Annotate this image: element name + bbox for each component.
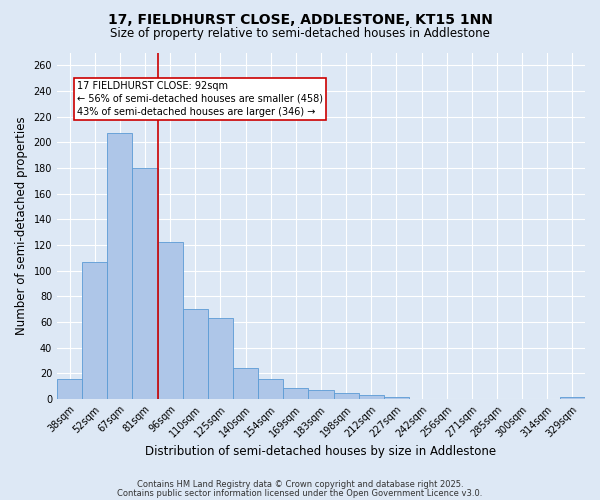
Bar xyxy=(158,242,183,399)
Text: 17, FIELDHURST CLOSE, ADDLESTONE, KT15 1NN: 17, FIELDHURST CLOSE, ADDLESTONE, KT15 1… xyxy=(107,12,493,26)
Text: Size of property relative to semi-detached houses in Addlestone: Size of property relative to semi-detach… xyxy=(110,28,490,40)
Bar xyxy=(133,168,158,399)
Bar xyxy=(359,395,384,399)
Bar xyxy=(258,378,283,399)
Bar xyxy=(57,378,82,399)
Bar xyxy=(308,390,334,399)
Bar xyxy=(208,318,233,399)
Bar xyxy=(283,388,308,399)
X-axis label: Distribution of semi-detached houses by size in Addlestone: Distribution of semi-detached houses by … xyxy=(145,444,497,458)
Bar xyxy=(334,392,359,399)
Text: 17 FIELDHURST CLOSE: 92sqm
← 56% of semi-detached houses are smaller (458)
43% o: 17 FIELDHURST CLOSE: 92sqm ← 56% of semi… xyxy=(77,80,323,117)
Text: Contains public sector information licensed under the Open Government Licence v3: Contains public sector information licen… xyxy=(118,488,482,498)
Bar xyxy=(233,368,258,399)
Y-axis label: Number of semi-detached properties: Number of semi-detached properties xyxy=(15,116,28,335)
Bar xyxy=(107,134,133,399)
Text: Contains HM Land Registry data © Crown copyright and database right 2025.: Contains HM Land Registry data © Crown c… xyxy=(137,480,463,489)
Bar xyxy=(384,396,409,399)
Bar xyxy=(183,309,208,399)
Bar xyxy=(82,262,107,399)
Bar xyxy=(560,396,585,399)
